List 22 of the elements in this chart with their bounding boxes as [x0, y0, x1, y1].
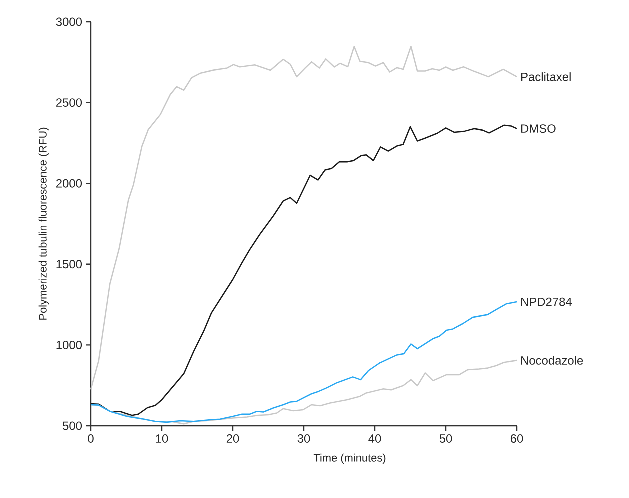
- x-tick-label: 40: [368, 434, 382, 443]
- series-label: Paclitaxel: [522, 72, 571, 82]
- line-series: [90, 301, 518, 424]
- series-label: NPD2784: [522, 298, 572, 306]
- x-tick-label: 60: [510, 434, 524, 443]
- y-tick-label: 2000: [56, 179, 82, 188]
- series-label: Nocodazole: [522, 356, 584, 365]
- y-axis-title: Polymerized tubulin fluorescence (RFU): [38, 128, 50, 320]
- y-tick-label: 1000: [56, 340, 82, 350]
- x-tick-label: 10: [156, 434, 168, 443]
- x-tick-label: 50: [440, 434, 452, 443]
- line-series: [90, 124, 518, 416]
- y-tick-label: 3000: [56, 18, 82, 26]
- x-tick-label: 0: [88, 434, 94, 443]
- x-tick-label: 20: [226, 434, 240, 443]
- y-tick-label: 500: [63, 422, 82, 430]
- y-tick-label: 1500: [56, 260, 82, 269]
- series-label: DMSO: [522, 124, 556, 134]
- x-tick-label: 30: [298, 434, 310, 443]
- line-series: [90, 46, 518, 390]
- x-axis-title: Time (minutes): [314, 454, 386, 464]
- y-tick-label: 2500: [56, 98, 82, 108]
